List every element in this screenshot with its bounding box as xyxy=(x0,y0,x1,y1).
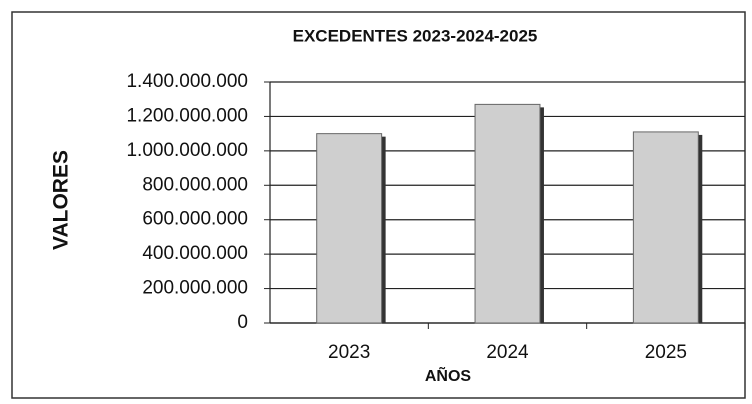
y-tick-label: 1.000.000.000 xyxy=(126,140,248,161)
bar xyxy=(316,133,383,324)
chart-title: EXCEDENTES 2023-2024-2025 xyxy=(293,26,538,45)
y-tick-label: 1.200.000.000 xyxy=(126,105,248,126)
bar-shadow xyxy=(539,107,544,323)
bar xyxy=(632,131,699,324)
chart-frame xyxy=(11,11,746,399)
y-tick-label: 400.000.000 xyxy=(142,243,248,264)
y-tick-label: 1.400.000.000 xyxy=(126,71,248,92)
x-axis-label: AÑOS xyxy=(425,365,472,385)
y-axis-label: VALORES xyxy=(50,150,73,250)
x-tick-label: 2024 xyxy=(486,342,529,363)
y-tick-label: 200.000.000 xyxy=(142,278,248,299)
x-tick-label: 2023 xyxy=(328,342,370,363)
y-tick-label: 0 xyxy=(237,312,248,333)
bar-shadow xyxy=(698,134,703,323)
x-tick-label: 2025 xyxy=(645,342,687,363)
bar xyxy=(474,103,541,324)
y-tick-label: 600.000.000 xyxy=(142,209,248,230)
y-tick-label: 800.000.000 xyxy=(142,174,248,195)
bar-shadow xyxy=(381,136,386,323)
